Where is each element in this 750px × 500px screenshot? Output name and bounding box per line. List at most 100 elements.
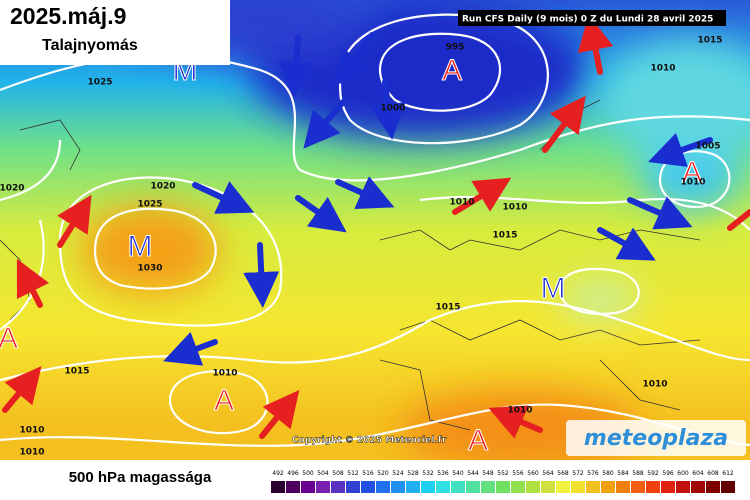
legend-swatch bbox=[286, 481, 300, 493]
pressure-center: M bbox=[128, 230, 153, 263]
legend-swatch bbox=[646, 481, 660, 493]
legend-swatch bbox=[541, 481, 555, 493]
legend-label: 544 bbox=[467, 470, 479, 477]
isobar-label: 1015 bbox=[435, 303, 460, 313]
isobar-label: 1010 bbox=[680, 178, 705, 188]
footer-bar bbox=[0, 460, 750, 500]
copyright: Copyright © 2025 Meteociel.fr bbox=[292, 436, 447, 446]
logo-box bbox=[566, 420, 746, 456]
legend-label: 516 bbox=[362, 470, 374, 477]
legend-swatch bbox=[706, 481, 720, 493]
legend-swatch bbox=[331, 481, 345, 493]
legend-swatch bbox=[616, 481, 630, 493]
isobar-label: 1025 bbox=[137, 200, 162, 210]
isobar-label: 1010 bbox=[212, 369, 237, 379]
logo: meteoplaza bbox=[584, 426, 728, 451]
legend-label: 532 bbox=[422, 470, 434, 477]
title: 2025.máj.9 bbox=[10, 3, 126, 29]
wind-arrows bbox=[2, 14, 750, 439]
pressure-center: A bbox=[442, 54, 462, 87]
legend-swatch bbox=[601, 481, 615, 493]
isobar-label: 1030 bbox=[137, 264, 162, 274]
isobar-label: 1025 bbox=[87, 78, 112, 88]
isobar-label: 1010 bbox=[502, 203, 527, 213]
footer-label: 500 hPa magassága bbox=[69, 469, 212, 486]
legend-label: 500 bbox=[302, 470, 314, 477]
pressure-center: A bbox=[468, 424, 488, 457]
legend-swatch bbox=[481, 481, 495, 493]
map-field bbox=[0, 0, 750, 470]
legend-label: 492 bbox=[272, 470, 284, 477]
isobar-label: 1010 bbox=[642, 380, 667, 390]
legend-label: 564 bbox=[542, 470, 554, 477]
legend-swatch bbox=[676, 481, 690, 493]
legend-swatch bbox=[346, 481, 360, 493]
isobar-label: 1010 bbox=[19, 448, 44, 458]
legend-swatch bbox=[316, 481, 330, 493]
legend-swatch bbox=[391, 481, 405, 493]
isobar-label: 995 bbox=[446, 43, 465, 53]
legend-label: 512 bbox=[347, 470, 359, 477]
legend-swatch bbox=[451, 481, 465, 493]
pressure-center: A bbox=[214, 384, 234, 417]
subtitle: Talajnyomás bbox=[42, 37, 138, 54]
legend-swatch bbox=[466, 481, 480, 493]
legend-swatch bbox=[661, 481, 675, 493]
legend-swatch bbox=[271, 481, 285, 493]
isobar-label: 1005 bbox=[695, 142, 720, 152]
legend-label: 604 bbox=[692, 470, 704, 477]
color-legend: 492 496 500 504 508 512 516 520 524 528 532 536 540 5… bbox=[271, 470, 735, 493]
title-box bbox=[0, 0, 230, 65]
run-info: Run CFS Daily (9 mois) 0 Z du Lundi 28 a… bbox=[462, 15, 713, 25]
isobar-label: 1010 bbox=[507, 406, 532, 416]
legend-label: 548 bbox=[482, 470, 494, 477]
isobar-label: 1020 bbox=[150, 182, 175, 192]
pressure-center: M bbox=[541, 272, 566, 305]
legend-swatch bbox=[526, 481, 540, 493]
legend-swatch bbox=[631, 481, 645, 493]
legend-label: 588 bbox=[632, 470, 644, 477]
legend-swatch bbox=[496, 481, 510, 493]
legend-label: 556 bbox=[512, 470, 524, 477]
legend-swatch bbox=[511, 481, 525, 493]
legend-label: 540 bbox=[452, 470, 464, 477]
legend-label: 560 bbox=[527, 470, 539, 477]
isobar-label: 1000 bbox=[380, 104, 405, 114]
legend-label: 496 bbox=[287, 470, 299, 477]
legend-label: 552 bbox=[497, 470, 509, 477]
legend-swatch bbox=[361, 481, 375, 493]
legend-swatch bbox=[406, 481, 420, 493]
isobar-label: 1010 bbox=[19, 426, 44, 436]
legend-swatch bbox=[571, 481, 585, 493]
isobar-label: 1015 bbox=[492, 231, 517, 241]
legend-label: 536 bbox=[437, 470, 449, 477]
isobar-label: 1010 bbox=[650, 64, 675, 74]
legend-swatch bbox=[421, 481, 435, 493]
legend-label: 592 bbox=[647, 470, 659, 477]
legend-label: 508 bbox=[332, 470, 344, 477]
legend-swatch bbox=[376, 481, 390, 493]
legend-swatch bbox=[586, 481, 600, 493]
legend-label: 608 bbox=[707, 470, 719, 477]
isobar-label: 1010 bbox=[449, 198, 474, 208]
legend-label: 580 bbox=[602, 470, 614, 477]
legend-label: 600 bbox=[677, 470, 689, 477]
legend-label: 524 bbox=[392, 470, 404, 477]
legend-swatch bbox=[721, 481, 735, 493]
legend-swatch bbox=[301, 481, 315, 493]
legend-label: 576 bbox=[587, 470, 599, 477]
isobar-label: 1015 bbox=[64, 367, 89, 377]
legend-label: 612 bbox=[722, 470, 734, 477]
legend-label: 568 bbox=[557, 470, 569, 477]
isobar-label: 1015 bbox=[697, 36, 722, 46]
legend-label: 596 bbox=[662, 470, 674, 477]
legend-label: 504 bbox=[317, 470, 329, 477]
pressure-center: A bbox=[0, 322, 18, 355]
isobar-label: 1020 bbox=[0, 184, 25, 194]
legend-label: 528 bbox=[407, 470, 419, 477]
legend-swatch bbox=[556, 481, 570, 493]
pressure-center: A bbox=[682, 156, 702, 189]
legend-label: 520 bbox=[377, 470, 389, 477]
isobar-labels: 1025 995 1000 1005 1010 1015 1020 1020 1025 1030 1… bbox=[0, 36, 723, 458]
